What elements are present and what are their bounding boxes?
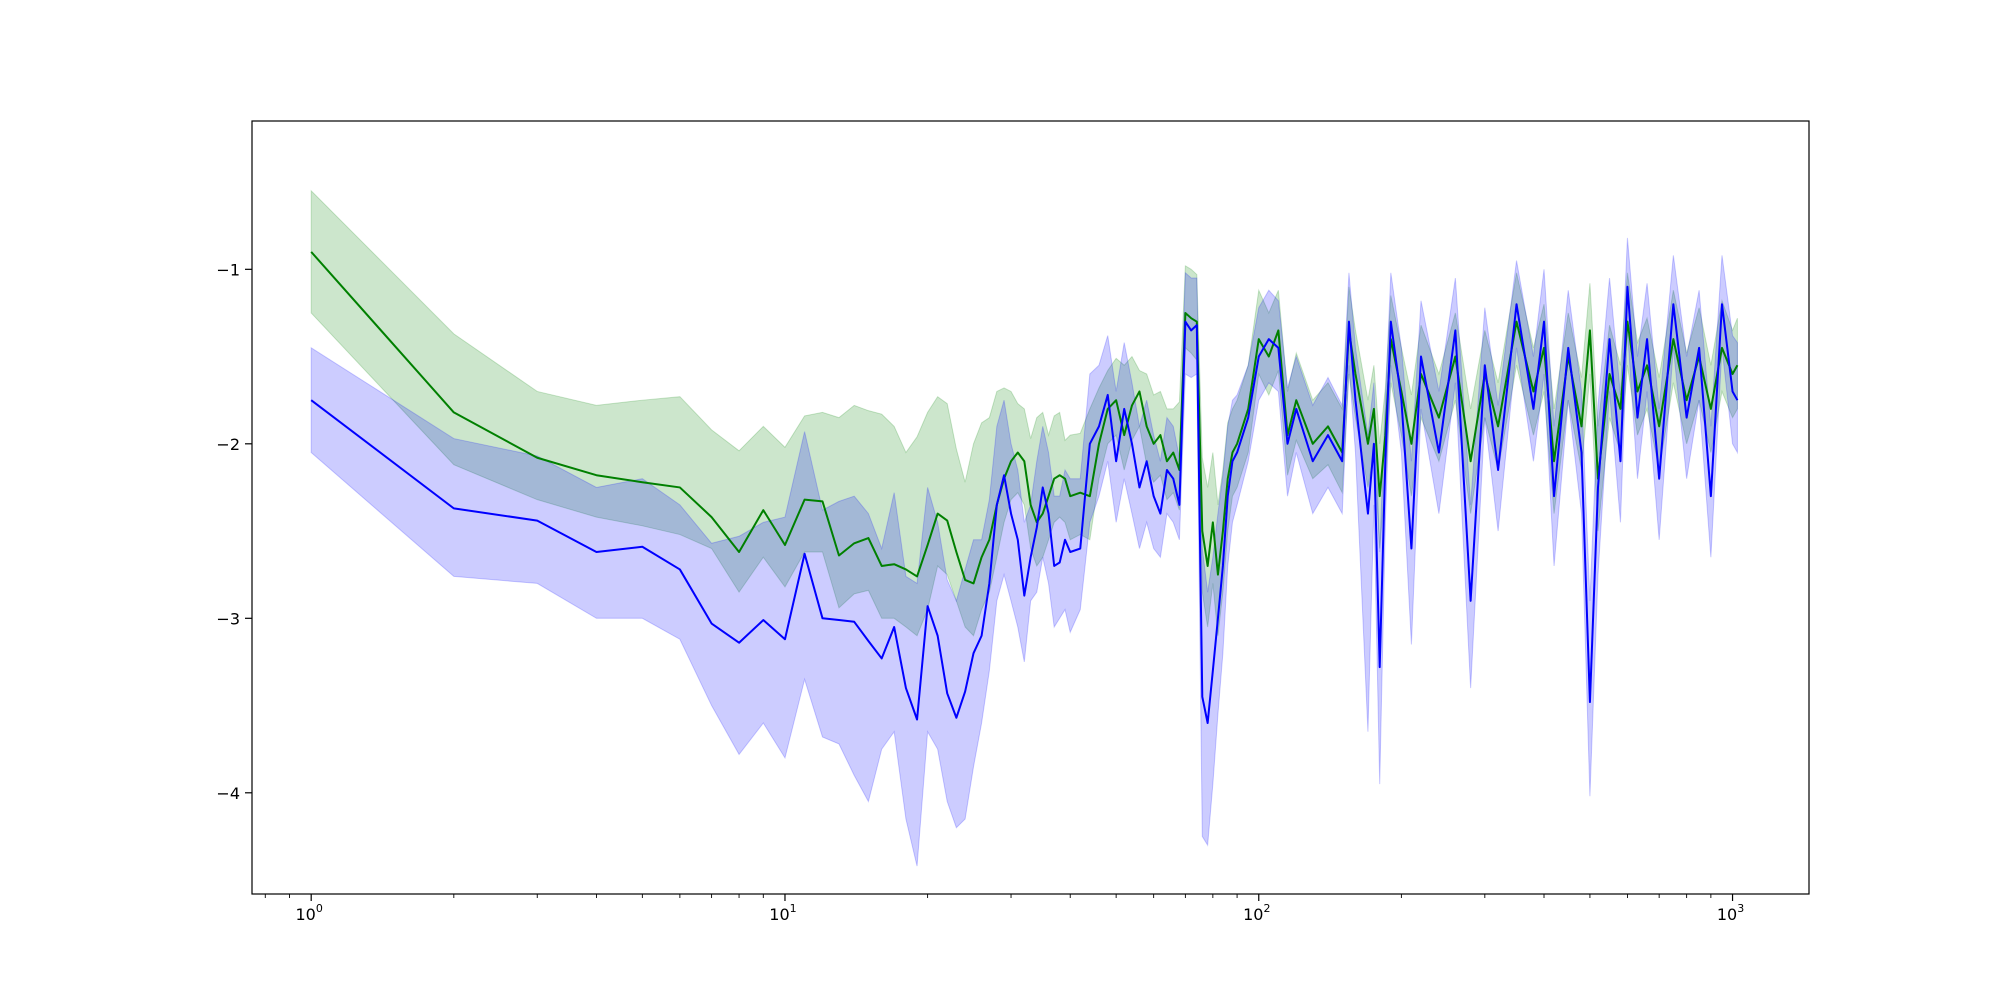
y-tick-label: −4 — [216, 784, 240, 803]
x-tick-label: 102 — [1243, 902, 1270, 924]
x-tick-label: 103 — [1717, 902, 1744, 924]
plot-frame — [251, 120, 1810, 895]
confidence-band-series-2 — [310, 237, 1738, 867]
confidence-bands — [310, 189, 1738, 867]
x-tick-label: 101 — [769, 902, 796, 924]
confidence-band-series-1 — [310, 189, 1738, 637]
series-lines — [310, 251, 1739, 724]
y-tick-label: −2 — [216, 435, 240, 454]
y-tick-label: −3 — [216, 609, 240, 628]
series-line-2 — [310, 285, 1739, 724]
y-tick-label: −1 — [216, 260, 240, 279]
x-tick-label: 100 — [296, 902, 323, 924]
axes: −1 −2 −3 −4 100 101 102 103 — [216, 260, 1744, 924]
series-line-1 — [310, 251, 1739, 585]
